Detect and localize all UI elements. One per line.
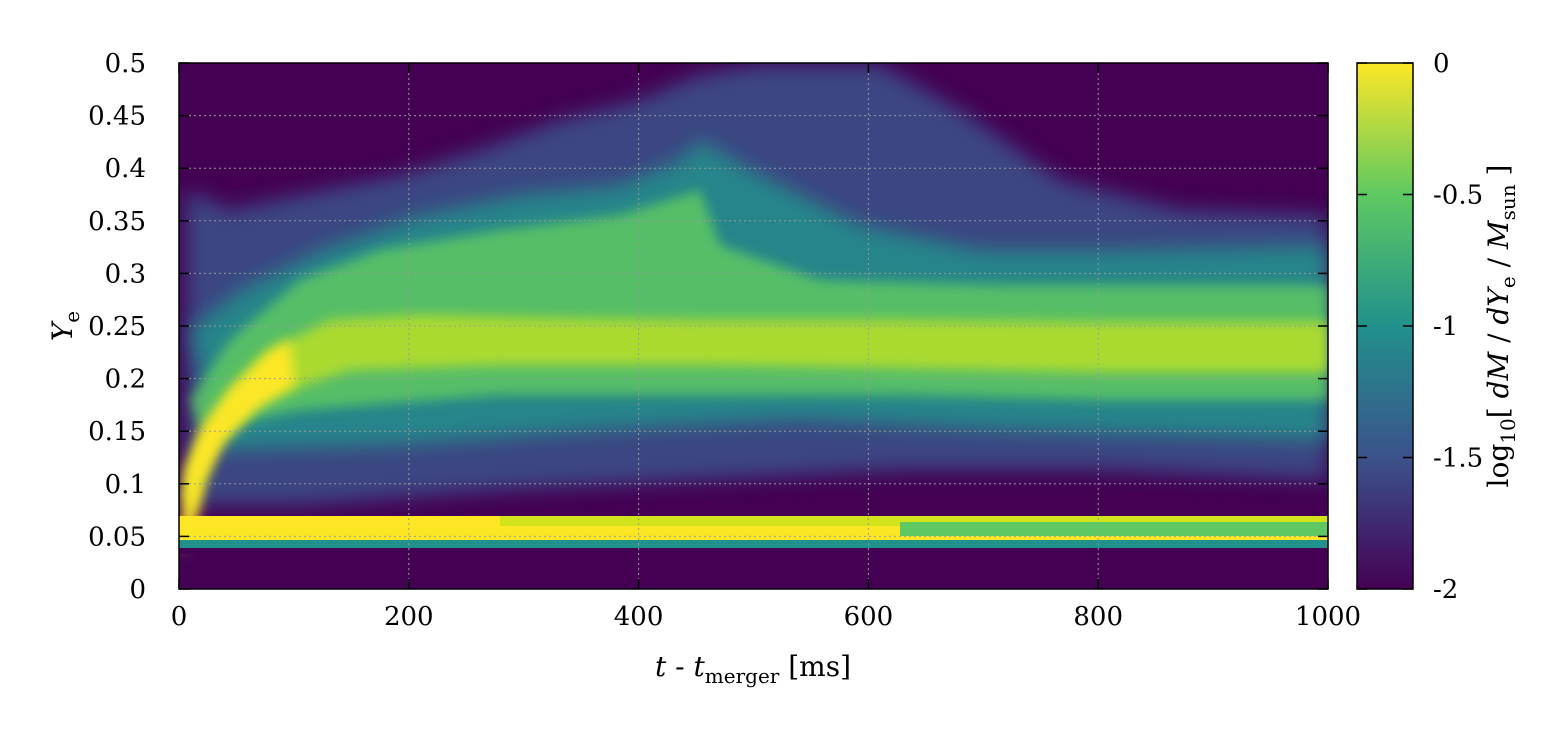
- y-tick-label: 0: [129, 575, 146, 605]
- x-tick-label: 600: [844, 602, 894, 632]
- y-tick-label: 0.05: [88, 522, 146, 552]
- y-tick-label: 0.3: [105, 259, 146, 289]
- x-tick-label: 200: [384, 602, 434, 632]
- y-tick-label: 0.35: [88, 207, 146, 237]
- y-tick-label: 0.2: [105, 365, 146, 395]
- colorbar-tick-label: -1.5: [1433, 444, 1483, 474]
- colorbar-label: log10[ dM / dYe / Msun ]: [1482, 165, 1520, 488]
- y-tick-label: 0.5: [105, 49, 146, 79]
- y-axis-ticks: 0 0.05 0.1 0.15 0.2 0.25 0.3 0.35 0.4 0.45 0.5: [88, 49, 1328, 605]
- colorbar-tick-label: -1: [1433, 312, 1458, 342]
- colorbar-ticks: 0 -0.5 -1 -1.5 -2: [1357, 49, 1483, 605]
- grid-lines: [179, 63, 1328, 589]
- y-tick-label: 0.45: [88, 102, 146, 132]
- x-tick-label: 1000: [1295, 602, 1361, 632]
- y-tick-label: 0.15: [88, 417, 146, 447]
- colorbar-tick-label: 0: [1433, 49, 1450, 79]
- x-tick-label: 800: [1073, 602, 1123, 632]
- colorbar-tick-label: -0.5: [1433, 181, 1483, 211]
- x-tick-label: 400: [614, 602, 664, 632]
- y-tick-label: 0.1: [105, 470, 146, 500]
- heatmap-field: [179, 63, 1328, 589]
- x-axis-label: t - tmerger [ms]: [655, 650, 851, 688]
- y-tick-label: 0.4: [105, 154, 146, 184]
- x-tick-label: 0: [171, 602, 188, 632]
- y-tick-label: 0.25: [88, 312, 146, 342]
- y-axis-label: Ye: [46, 311, 84, 341]
- x-axis-ticks: 0 200 400 600 800 1000: [171, 63, 1361, 632]
- colorbar-tick-label: -2: [1433, 575, 1458, 605]
